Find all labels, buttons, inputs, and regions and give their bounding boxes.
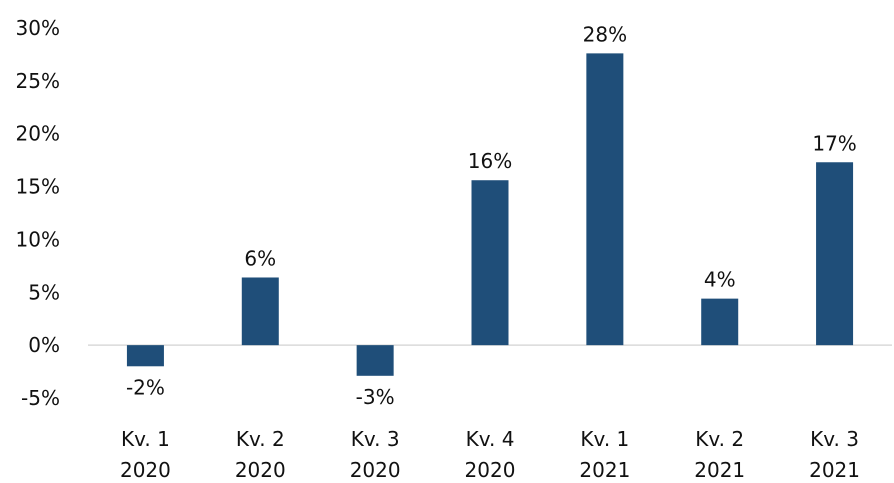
bar <box>126 345 164 367</box>
y-tick-label: 15% <box>16 175 60 199</box>
x-category-label: Kv. 3 2021 <box>809 427 860 482</box>
category-quarter: Kv. 2 <box>236 427 285 451</box>
bars-group <box>126 53 854 376</box>
y-tick-label: 30% <box>16 16 60 40</box>
category-year: 2021 <box>579 458 630 482</box>
data-labels-group: -2% 6% -3% 16% 28% 4% 17% <box>126 22 857 408</box>
category-year: 2021 <box>694 458 745 482</box>
category-quarter: Kv. 2 <box>695 427 744 451</box>
data-label: -3% <box>356 385 395 409</box>
data-label: 6% <box>244 246 276 270</box>
y-tick-label: 25% <box>16 69 60 93</box>
data-label: 17% <box>812 131 856 155</box>
category-quarter: Kv. 4 <box>466 427 515 451</box>
y-tick-label: 5% <box>28 280 60 304</box>
data-label: 28% <box>583 22 627 46</box>
x-category-label: Kv. 3 2020 <box>350 427 401 482</box>
category-year: 2020 <box>350 458 401 482</box>
y-tick-label: 10% <box>16 227 60 251</box>
category-year: 2021 <box>809 458 860 482</box>
bar <box>701 298 739 346</box>
y-tick-label: 0% <box>28 333 60 357</box>
bar <box>356 345 394 376</box>
x-category-label: Kv. 1 2020 <box>120 427 171 482</box>
category-year: 2020 <box>120 458 171 482</box>
category-quarter: Kv. 1 <box>580 427 629 451</box>
data-label: 16% <box>468 149 512 173</box>
y-axis: -5% 0% 5% 10% 15% 20% 25% 30% <box>16 16 60 410</box>
y-tick-label: -5% <box>21 386 60 410</box>
data-label: -2% <box>126 375 165 399</box>
category-year: 2020 <box>235 458 286 482</box>
bar <box>471 180 509 346</box>
data-label: 4% <box>704 268 736 292</box>
x-category-label: Kv. 2 2021 <box>694 427 745 482</box>
x-category-label: Kv. 1 2021 <box>579 427 630 482</box>
bar <box>816 162 854 346</box>
category-year: 2020 <box>465 458 516 482</box>
x-category-label: Kv. 2 2020 <box>235 427 286 482</box>
y-tick-label: 20% <box>16 122 60 146</box>
x-category-label: Kv. 4 2020 <box>465 427 516 482</box>
category-quarter: Kv. 3 <box>351 427 400 451</box>
bar <box>241 277 279 346</box>
category-quarter: Kv. 1 <box>121 427 170 451</box>
bar <box>586 53 624 346</box>
category-quarter: Kv. 3 <box>810 427 859 451</box>
